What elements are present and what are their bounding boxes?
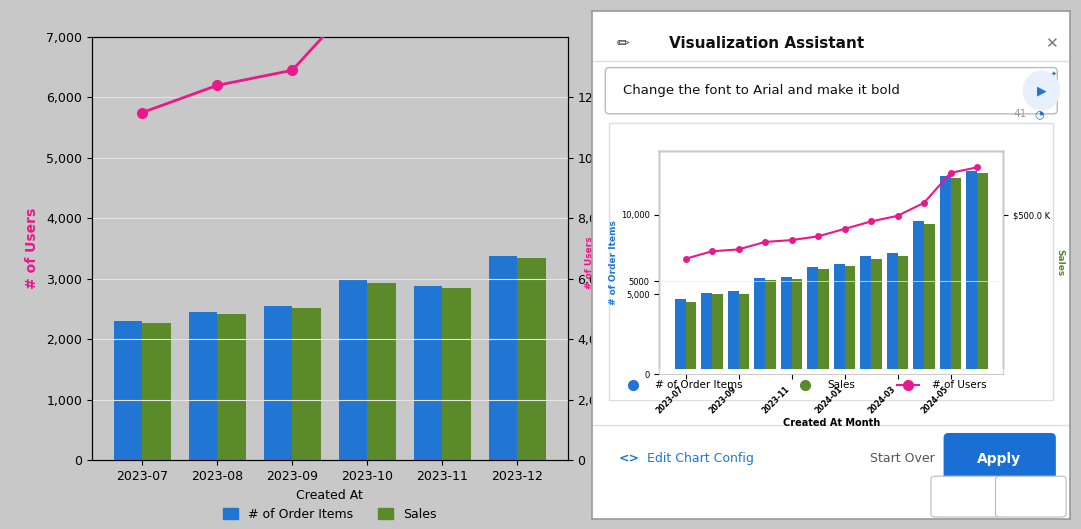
Bar: [292, 307, 321, 460]
Bar: [114, 321, 142, 460]
Bar: [950, 178, 961, 375]
Bar: [913, 221, 924, 375]
Bar: [780, 277, 791, 375]
Bar: [442, 288, 471, 460]
Bar: [871, 259, 882, 375]
Legend: # of Order Items, Sales: # of Order Items, Sales: [218, 503, 441, 526]
X-axis label: Created At Month: Created At Month: [783, 418, 880, 428]
Y-axis label: # of Order Items: # of Order Items: [609, 220, 618, 305]
FancyBboxPatch shape: [609, 123, 1054, 400]
Text: # of Users: # of Users: [933, 380, 987, 390]
Text: ▶: ▶: [1037, 84, 1046, 97]
Y-axis label: # of Order Items: # of Order Items: [628, 190, 642, 307]
Y-axis label: # of Users: # of Users: [585, 236, 593, 289]
FancyBboxPatch shape: [944, 433, 1056, 486]
Bar: [142, 323, 171, 460]
Text: ✦: ✦: [1051, 71, 1056, 77]
Text: # of Order Items: # of Order Items: [655, 380, 743, 390]
Bar: [791, 279, 802, 375]
Bar: [702, 293, 712, 375]
Text: Sales: Sales: [827, 380, 855, 390]
Text: Visualization Assistant: Visualization Assistant: [669, 36, 864, 51]
Y-axis label: # of Users: # of Users: [25, 208, 39, 289]
Bar: [966, 171, 977, 375]
Bar: [264, 306, 292, 460]
Text: 👍: 👍: [962, 489, 971, 504]
Bar: [818, 269, 829, 375]
X-axis label: Created At: Created At: [296, 488, 363, 501]
Text: ✏: ✏: [617, 36, 630, 51]
Bar: [844, 266, 855, 375]
Bar: [940, 176, 950, 375]
FancyBboxPatch shape: [605, 68, 1057, 114]
Bar: [808, 267, 818, 375]
Bar: [924, 224, 935, 375]
Bar: [833, 264, 844, 375]
Text: Change the font to Arial and make it bold: Change the font to Arial and make it bol…: [624, 84, 900, 97]
Bar: [685, 303, 696, 375]
Bar: [414, 286, 442, 460]
Text: Edit Chart Config: Edit Chart Config: [648, 452, 755, 465]
Text: ◔: ◔: [1035, 109, 1044, 119]
Bar: [897, 256, 908, 375]
Bar: [188, 312, 217, 460]
Bar: [755, 278, 765, 375]
Bar: [977, 173, 988, 375]
Bar: [489, 256, 518, 460]
Bar: [338, 280, 368, 460]
Bar: [860, 256, 871, 375]
Bar: [368, 284, 396, 460]
Text: ✕: ✕: [1044, 36, 1057, 51]
Text: 41: 41: [1013, 109, 1027, 119]
Bar: [217, 314, 245, 460]
Bar: [765, 280, 776, 375]
Circle shape: [1024, 71, 1059, 110]
Text: 👎: 👎: [1026, 489, 1036, 504]
Bar: [738, 294, 749, 375]
Bar: [675, 299, 685, 375]
Bar: [886, 253, 897, 375]
Bar: [728, 291, 738, 375]
Bar: [518, 258, 546, 460]
Bar: [712, 295, 722, 375]
Text: Apply: Apply: [977, 452, 1022, 467]
Y-axis label: Sales: Sales: [1055, 249, 1064, 276]
Text: <>: <>: [618, 452, 640, 465]
Text: Start Over: Start Over: [869, 452, 934, 465]
